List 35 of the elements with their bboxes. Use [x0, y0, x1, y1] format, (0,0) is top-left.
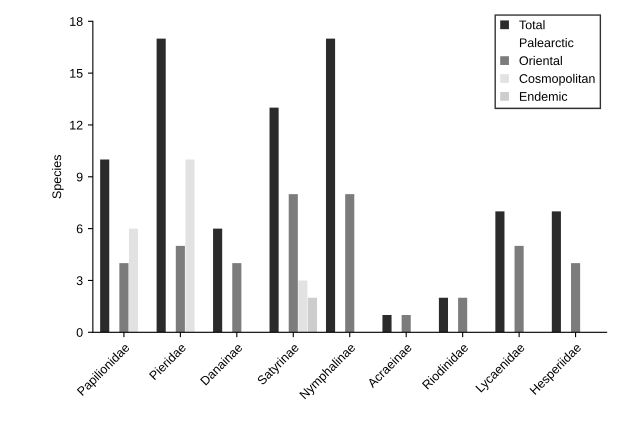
bar: [458, 298, 468, 332]
bar: [402, 315, 411, 332]
bar: [270, 108, 279, 332]
bar: [288, 194, 298, 332]
bar: [326, 38, 336, 332]
legend-label: Cosmopolitan: [520, 74, 595, 86]
bar: [298, 280, 308, 332]
bar: [552, 211, 561, 332]
y-tick-label: 12: [70, 120, 82, 130]
legend-label: Endemic: [520, 92, 568, 101]
bar: [345, 194, 354, 332]
bar: [571, 263, 580, 332]
y-axis-title: Species: [52, 155, 64, 198]
bar: [438, 298, 448, 332]
legend-label: Total: [519, 20, 545, 30]
bar: [185, 160, 195, 332]
legend-label: Oriental: [520, 56, 562, 66]
y-tick-label: 18: [70, 17, 83, 26]
bar: [128, 228, 138, 332]
bar: [176, 246, 185, 332]
bar: [156, 38, 166, 332]
bar: [232, 263, 242, 332]
y-tick-label: 3: [76, 276, 83, 286]
bar: [213, 228, 222, 332]
text: Palearctic: [520, 38, 574, 48]
bar: [100, 160, 110, 332]
bar: [495, 211, 504, 332]
bar: [514, 246, 524, 332]
y-tick-label: 0: [76, 328, 83, 337]
bar: [308, 298, 318, 332]
bar: [119, 263, 128, 332]
y-tick-label: 15: [70, 69, 83, 78]
bar: [382, 315, 392, 332]
y-tick-label: 9: [76, 172, 83, 182]
y-tick-label: 6: [76, 224, 83, 234]
